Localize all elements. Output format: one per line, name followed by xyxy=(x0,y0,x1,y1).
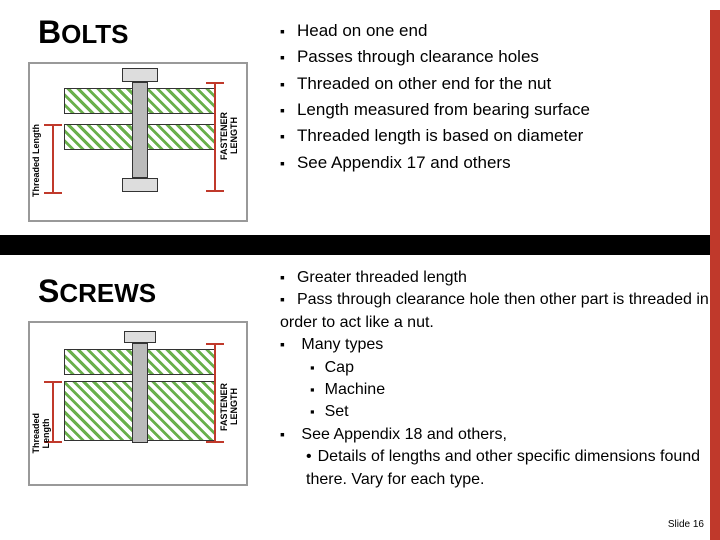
screw-diagram: Threaded Length FASTENER LENGTH xyxy=(28,321,248,486)
bolts-title-big: B xyxy=(38,14,61,50)
dim-fastener-s xyxy=(214,343,216,443)
screws-title-rest: CREWS xyxy=(59,278,156,308)
bolt-head xyxy=(122,68,158,82)
screw-fastener-length-label: FASTENER LENGTH xyxy=(220,383,240,431)
bolt-fastener-length-label: FASTENER LENGTH xyxy=(220,112,240,160)
bolt-nut xyxy=(122,178,158,192)
dim-threaded-s xyxy=(52,381,54,443)
bolt-threaded-length-label: Threaded Length xyxy=(32,124,42,197)
screw-details: Details of lengths and other specific di… xyxy=(306,446,710,491)
bolts-title: BOLTS xyxy=(38,14,129,51)
screw-bullet: Greater threaded length xyxy=(280,267,710,289)
dim-fastener xyxy=(214,82,216,192)
accent-red-bar xyxy=(710,10,720,540)
dim-threaded xyxy=(52,124,54,194)
screw-type: Cap xyxy=(310,357,710,379)
screw-type: Machine xyxy=(310,379,710,401)
bolts-bullets: Head on one end Passes through clearance… xyxy=(280,18,590,176)
bolt-shaft xyxy=(132,82,148,178)
bolt-bullet: Threaded on other end for the nut xyxy=(280,71,590,97)
bolt-bullet: Head on one end xyxy=(280,18,590,44)
screw-head xyxy=(124,331,156,343)
screw-shaft xyxy=(132,343,148,443)
screw-appendix: See Appendix 18 and others, Details of l… xyxy=(280,424,710,491)
screw-type: Set xyxy=(310,401,710,423)
screw-threaded-length-label: Threaded Length xyxy=(32,413,52,454)
bolt-bullet: Passes through clearance holes xyxy=(280,44,590,70)
slide-number: Slide 16 xyxy=(668,519,704,530)
bolts-section: BOLTS Threaded Length FASTENER LENGTH He… xyxy=(0,0,720,235)
bolts-title-rest: OLTS xyxy=(61,19,128,49)
screws-title: SCREWS xyxy=(38,273,156,310)
screw-bullet: Many types Cap Machine Set xyxy=(280,334,710,424)
bolt-bullet: See Appendix 17 and others xyxy=(280,150,590,176)
screws-section: SCREWS Threaded Length FASTENER LENGTH G… xyxy=(0,255,720,540)
screws-title-big: S xyxy=(38,273,59,309)
screw-bullet: Pass through clearance hole then other p… xyxy=(280,289,710,334)
screws-bullets: Greater threaded length Pass through cle… xyxy=(280,267,710,491)
divider-band xyxy=(0,235,720,255)
bolt-bullet: Length measured from bearing surface xyxy=(280,97,590,123)
bolt-bullet: Threaded length is based on diameter xyxy=(280,123,590,149)
bolt-diagram: Threaded Length FASTENER LENGTH xyxy=(28,62,248,222)
